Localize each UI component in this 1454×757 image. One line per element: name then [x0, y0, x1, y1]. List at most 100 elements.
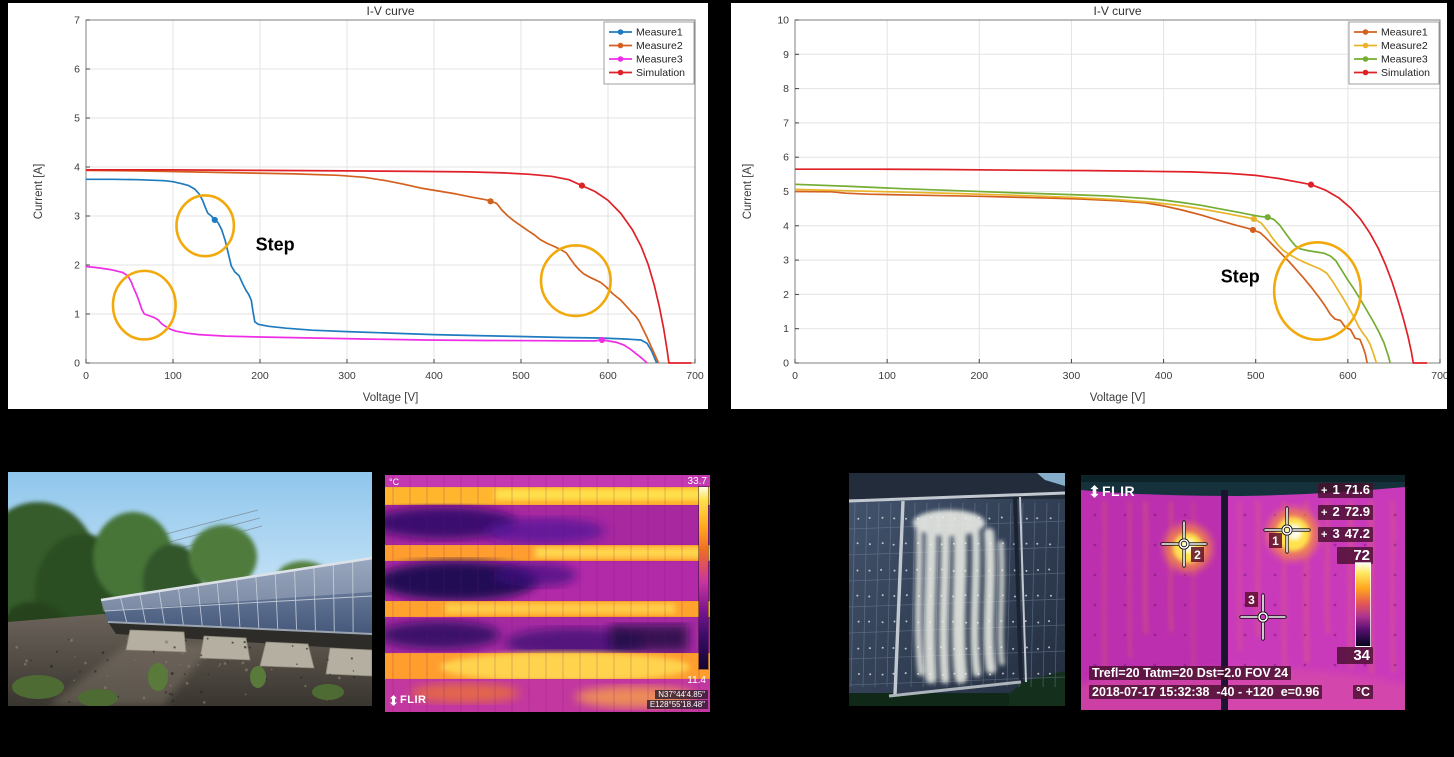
soiled-module-photo: [849, 473, 1065, 706]
legend-label-simulation: Simulation: [1381, 67, 1430, 79]
svg-text:3: 3: [74, 211, 80, 223]
series-measure2-marker: [487, 198, 494, 205]
crosshair-icon: +: [1321, 485, 1328, 497]
step-highlight-circle: [175, 194, 236, 258]
spot-label: 3: [1248, 593, 1255, 607]
svg-text:2: 2: [74, 260, 80, 272]
svg-text:6: 6: [74, 64, 80, 76]
legend-label-simulation: Simulation: [636, 67, 685, 79]
series-measure3-marker: [1264, 214, 1271, 221]
flir1-colorbar: [699, 487, 708, 669]
series-measure1-marker: [1249, 226, 1257, 234]
svg-text:300: 300: [1063, 370, 1081, 382]
x-axis-label: Voltage [V]: [363, 392, 419, 404]
svg-text:400: 400: [425, 370, 443, 382]
svg-text:7: 7: [74, 15, 80, 27]
svg-text:300: 300: [338, 370, 356, 382]
flir2-params: Trefl=20 Tatm=20 Dst=2.0 FOV 24: [1089, 666, 1292, 681]
flir2-logo: FLIR: [1089, 483, 1135, 499]
tick-marks: [85, 19, 696, 364]
svg-text:4: 4: [783, 220, 789, 232]
svg-text:700: 700: [1431, 370, 1447, 382]
flir2-scale-min: 34: [1337, 647, 1373, 665]
flir2-datetime-range: 2018-07-17 15:32:38 -40 - +120 e=0.96: [1089, 685, 1323, 700]
legend-label-measure2: Measure2: [1381, 40, 1428, 52]
legend-label-measure1: Measure1: [636, 27, 683, 39]
flir1-logo: FLIR: [389, 694, 426, 707]
svg-text:8: 8: [783, 83, 789, 95]
svg-text:1: 1: [783, 323, 789, 335]
series-measure2-line: [85, 169, 660, 364]
series-simulation-line: [86, 169, 692, 364]
series-measure1-marker: [211, 216, 218, 224]
flir-logo-icon: [1090, 484, 1099, 498]
series-measure3-marker: [598, 336, 606, 344]
tick-labels: 0 100 200 300 400 500 600 700 0 1 2 3 4 5 6 7 8 9 10: [777, 15, 1447, 383]
weeds: [12, 663, 344, 706]
svg-text:400: 400: [1155, 370, 1173, 382]
legend-label-measure3: Measure3: [1381, 54, 1428, 66]
series-simulation-marker: [1307, 181, 1315, 188]
flir1-unit-label: °C: [389, 477, 400, 487]
flir-thermal-array-image: °C 33.7 11.4 N37°44'4.85" E128°55'18.48"…: [385, 475, 710, 712]
spot-crosshair-2: 2: [1160, 520, 1208, 568]
svg-text:100: 100: [164, 370, 182, 382]
flir2-spot3-reading: +3 47.2: [1318, 526, 1373, 542]
step-annotation: Step: [1221, 266, 1260, 286]
pv-array: [100, 556, 372, 635]
svg-text:4: 4: [74, 162, 80, 174]
flir2-colorbar: [1355, 562, 1371, 647]
svg-text:9: 9: [783, 49, 789, 61]
spot-crosshair-1: 1: [1263, 506, 1311, 554]
y-axis-label: Current [A]: [742, 164, 754, 220]
svg-text:500: 500: [512, 370, 530, 382]
step-highlight-circle: [1272, 240, 1363, 341]
svg-text:100: 100: [878, 370, 896, 382]
flir2-scale-max: 72: [1337, 547, 1373, 565]
svg-text:200: 200: [971, 370, 989, 382]
crosshair-icon: +: [1321, 529, 1328, 541]
step-highlight-circle: [111, 269, 177, 341]
grid-lines: [794, 19, 1441, 364]
flir-thermal-spots-image: 1 2 3 FLIR +1 71.6 +2 72.9 +3 47.2 72 34 Tref…: [1081, 475, 1405, 710]
pv-plant-photo-art: [8, 472, 372, 706]
series-simulation-line: [795, 168, 1428, 364]
svg-text:500: 500: [1247, 370, 1265, 382]
flir1-thermal-art: [385, 475, 710, 712]
svg-text:700: 700: [686, 370, 704, 382]
svg-text:10: 10: [777, 15, 789, 27]
svg-text:1: 1: [74, 309, 80, 321]
svg-text:3: 3: [783, 255, 789, 267]
flir1-min-temp: 11.4: [687, 675, 706, 686]
hot-spot-2: [1164, 524, 1212, 572]
flir2-thermal-art: 1 2 3: [1081, 475, 1405, 710]
iv-curve-chart-right: 0 100 200 300 400 500 600 700 0 1 2 3 4 5 6 7 8 9 10 I-V cu…: [731, 3, 1447, 409]
bird-dropping-streaks: [913, 510, 1005, 684]
legend-label-measure2: Measure2: [636, 40, 683, 52]
spot-label: 1: [1272, 534, 1279, 548]
svg-text:0: 0: [74, 358, 80, 370]
x-axis-label: Voltage [V]: [1090, 392, 1146, 404]
axes-box: [85, 19, 696, 364]
chart-title: I-V curve: [366, 4, 414, 18]
crosshair-icon: +: [1321, 507, 1328, 519]
concrete-footings: [125, 629, 372, 677]
series-measure3-line: [85, 265, 648, 364]
tick-labels: 0 100 200 300 400 500 600 700 0 1 2 3 4 5 6 7: [74, 15, 704, 383]
step-annotation: Step: [256, 234, 295, 254]
spot-crosshair-3: 3: [1239, 592, 1287, 641]
flir1-gps-lon: E128°55'18.48": [646, 700, 708, 710]
spot-label: 2: [1194, 548, 1201, 562]
flir1-max-temp: 33.7: [687, 476, 707, 487]
legend-label-measure1: Measure1: [1381, 27, 1428, 39]
series-simulation-marker: [578, 182, 586, 189]
series-measure1-line: [86, 178, 658, 364]
svg-text:200: 200: [251, 370, 269, 382]
flir2-spot2-reading: +2 72.9: [1318, 504, 1373, 520]
svg-text:2: 2: [783, 289, 789, 301]
step-highlight-circle: [539, 244, 612, 318]
svg-text:7: 7: [783, 117, 789, 129]
